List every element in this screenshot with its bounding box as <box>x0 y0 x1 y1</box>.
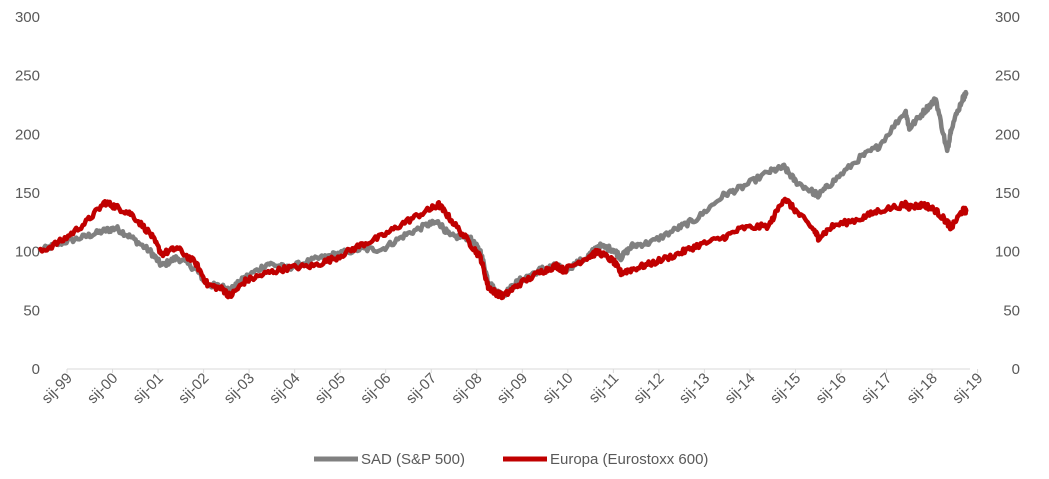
y-tick-left-50: 50 <box>23 302 40 319</box>
y-tick-left-300: 300 <box>15 9 40 26</box>
x-tick-sij-10: sij-10 <box>539 370 576 407</box>
x-tick-sij-07: sij-07 <box>403 370 440 407</box>
y-tick-right-50: 50 <box>1003 302 1020 319</box>
y-tick-right-150: 150 <box>995 185 1020 202</box>
series-line-sad <box>38 89 969 300</box>
legend-label-europa: Europa (Eurostoxx 600) <box>550 451 708 468</box>
x-tick-sij-99: sij-99 <box>38 370 75 407</box>
x-tick-sij-01: sij-01 <box>130 370 167 407</box>
y-tick-left-0: 0 <box>32 361 40 378</box>
x-axis: sij-99 sij-00 sij-01 sij-02 sij-03 sij-04 sij-… <box>38 369 986 407</box>
x-tick-sij-03: sij-03 <box>221 370 258 407</box>
y-tick-right-200: 200 <box>995 126 1020 143</box>
y-tick-right-250: 250 <box>995 68 1020 85</box>
legend: SAD (S&P 500) Europa (Eurostoxx 600) <box>314 451 708 468</box>
y-tick-right-300: 300 <box>995 9 1020 26</box>
series-layer <box>38 89 969 301</box>
x-tick-sij-19: sij-19 <box>949 370 986 407</box>
y-axis-left: 0 50 100 150 200 250 300 <box>15 9 40 378</box>
x-tick-sij-14: sij-14 <box>721 370 758 407</box>
y-tick-right-0: 0 <box>1012 361 1020 378</box>
x-tick-sij-18: sij-18 <box>904 370 941 407</box>
y-tick-left-100: 100 <box>15 244 40 261</box>
x-tick-sij-16: sij-16 <box>812 370 849 407</box>
x-tick-sij-11: sij-11 <box>586 370 623 407</box>
legend-label-sad: SAD (S&P 500) <box>361 451 465 468</box>
x-tick-sij-06: sij-06 <box>357 370 394 407</box>
series-line-europa <box>38 196 969 301</box>
x-tick-sij-00: sij-00 <box>84 370 121 407</box>
y-tick-left-200: 200 <box>15 126 40 143</box>
x-tick-sij-09: sij-09 <box>494 370 531 407</box>
x-tick-sij-05: sij-05 <box>312 370 349 407</box>
x-tick-sij-15: sij-15 <box>767 370 804 407</box>
y-tick-left-250: 250 <box>15 68 40 85</box>
y-tick-left-150: 150 <box>15 185 40 202</box>
x-tick-sij-12: sij-12 <box>630 370 667 407</box>
x-tick-sij-17: sij-17 <box>858 370 895 407</box>
y-tick-right-100: 100 <box>995 244 1020 261</box>
x-tick-sij-08: sij-08 <box>448 370 485 407</box>
x-tick-sij-02: sij-02 <box>175 370 212 407</box>
x-tick-sij-13: sij-13 <box>676 370 713 407</box>
x-tick-sij-04: sij-04 <box>266 370 303 407</box>
y-axis-right: 0 50 100 150 200 250 300 <box>995 9 1020 378</box>
